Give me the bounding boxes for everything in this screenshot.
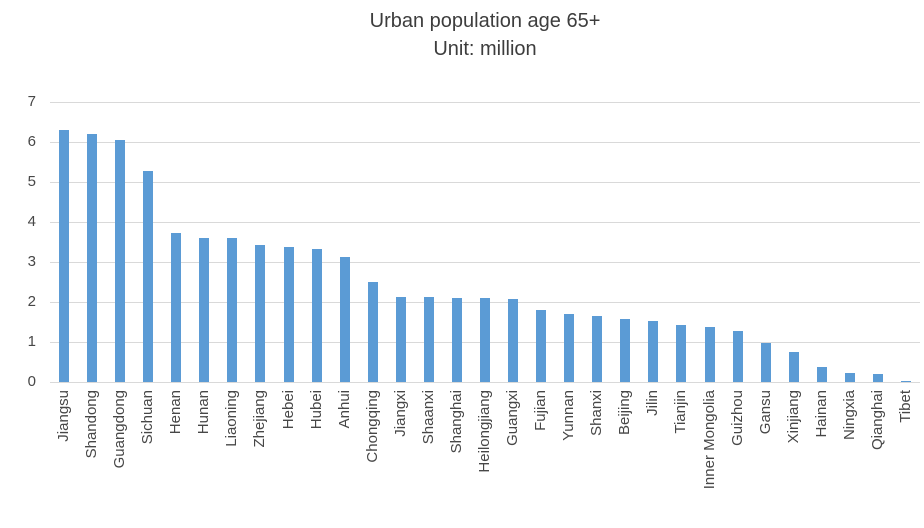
x-tick-label: Guangdong (111, 390, 129, 469)
bar-tianjin (676, 324, 687, 382)
y-tick-label: 5 (27, 173, 36, 190)
x-tick-label: Inner Mongolia (700, 390, 718, 490)
y-tick-label: 3 (27, 253, 36, 270)
x-tick-label: Shanxi (588, 390, 606, 436)
x-tick-label: Liaoning (223, 390, 241, 447)
gridline (50, 222, 920, 223)
gridline (50, 142, 920, 143)
bar-jiangxi (395, 296, 406, 382)
plot-area (50, 102, 920, 383)
bar-beijing (620, 318, 631, 382)
bar-sichuan (143, 171, 154, 382)
bar-shanxi (592, 316, 603, 382)
x-tick-label: Gansu (756, 390, 774, 435)
x-tick-label: Jilin (644, 390, 662, 416)
y-tick-label: 4 (27, 213, 36, 230)
x-tick-label: Shandong (83, 390, 101, 459)
x-tick-label: Ningxia (840, 390, 858, 441)
bar-chongqing (367, 282, 378, 382)
x-tick-label: Tibet (896, 390, 914, 423)
x-tick-label: Beijing (616, 390, 634, 436)
bar-tibet (900, 381, 911, 382)
y-tick-label: 1 (27, 333, 36, 350)
gridline (50, 102, 920, 103)
y-tick-label: 6 (27, 133, 36, 150)
bar-yunnan (564, 313, 575, 382)
x-tick-label: Henan (167, 390, 185, 435)
bar-xinjiang (788, 352, 799, 382)
x-tick-label: Hubei (307, 390, 325, 430)
bar-hebei (283, 246, 294, 382)
bar-zhejiang (255, 244, 266, 382)
bar-gansu (760, 342, 771, 382)
x-tick-label: Tianjin (672, 390, 690, 434)
bar-hainan (816, 366, 827, 382)
x-tick-label: Zhejiang (251, 390, 269, 448)
bar-jilin (648, 321, 659, 382)
bar-fujian (536, 310, 547, 382)
bar-guizhou (732, 331, 743, 382)
x-tick-label: Heilongjiang (476, 390, 493, 473)
bar-hunan (199, 238, 210, 382)
bar-guangdong (115, 140, 126, 382)
x-tick-label: Sichuan (139, 390, 157, 445)
bar-guangxi (508, 298, 519, 382)
chart-title: Urban population age 65+ (369, 10, 601, 32)
bar-shaanxi (423, 297, 434, 382)
bar-liaoning (227, 238, 238, 382)
x-tick-label: Guizhou (728, 390, 746, 446)
y-tick-label: 7 (27, 93, 36, 110)
y-tick-label: 0 (27, 373, 36, 390)
x-tick-label: Fujian (532, 390, 550, 431)
bar-hubei (311, 248, 322, 382)
y-tick-label: 2 (27, 293, 36, 310)
x-tick-label: Jiangxi (391, 390, 409, 437)
x-tick-label: Hunan (195, 390, 213, 435)
gridline (50, 262, 920, 263)
bar-qianghai (872, 374, 883, 382)
x-tick-label: Yunnan (560, 390, 578, 441)
x-tick-label: Hebei (279, 390, 297, 430)
chart-subtitle: Unit: million (433, 38, 537, 60)
x-tick-label: Hainan (812, 390, 830, 438)
gridline (50, 382, 920, 383)
x-tick-label: Chongqing (363, 390, 381, 463)
x-tick-label: Qianghai (868, 390, 886, 451)
x-tick-label: Shanghai (447, 390, 465, 454)
bar-ningxia (844, 372, 855, 382)
bar-anhui (339, 256, 350, 382)
chart-header: Urban population age 65+ Unit: million (50, 7, 920, 63)
bar-jiangsu (59, 130, 70, 382)
bar-shandong (87, 134, 98, 382)
x-tick-label: Jiangsu (55, 390, 73, 442)
gridline (50, 182, 920, 183)
x-tick-label: Xinjiang (784, 390, 802, 444)
x-tick-label: Anhui (335, 390, 353, 429)
bar-inner-mongolia (704, 326, 715, 382)
x-tick-label: Guangxi (504, 390, 522, 446)
bar-shanghai (451, 297, 462, 382)
bar-heilongjiang (480, 297, 490, 382)
bar-henan (171, 232, 182, 382)
x-tick-label: Shaanxi (419, 390, 437, 445)
